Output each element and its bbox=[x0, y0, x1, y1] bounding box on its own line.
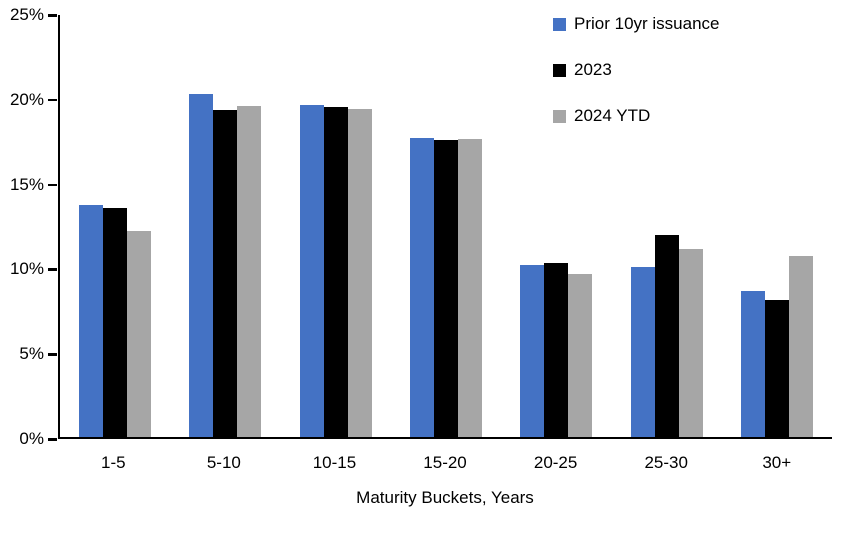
legend: Prior 10yr issuance 2023 2024 YTD bbox=[553, 12, 720, 150]
legend-label: Prior 10yr issuance bbox=[574, 14, 720, 33]
bar bbox=[630, 266, 655, 437]
legend-label: 2023 bbox=[574, 60, 612, 79]
plot-area bbox=[58, 15, 832, 439]
y-axis-tick bbox=[48, 183, 57, 187]
x-axis-tick-label: 5-10 bbox=[206, 453, 241, 472]
bar bbox=[678, 248, 703, 437]
bar bbox=[347, 108, 372, 437]
legend-item: 2023 bbox=[553, 58, 720, 82]
bar bbox=[740, 291, 765, 437]
bar bbox=[323, 107, 348, 437]
y-axis-tick-label: 25% bbox=[9, 5, 44, 24]
bar-group bbox=[611, 15, 721, 437]
y-axis-tick bbox=[48, 438, 57, 441]
bar bbox=[189, 93, 214, 437]
bar bbox=[457, 138, 482, 437]
bar bbox=[409, 137, 434, 437]
bar bbox=[544, 263, 569, 437]
bar bbox=[764, 299, 789, 437]
x-axis-tick-label: 1-5 bbox=[101, 453, 126, 472]
y-axis-tick-label: 10% bbox=[9, 259, 44, 279]
bar bbox=[127, 230, 152, 437]
legend-label: 2024 YTD bbox=[574, 106, 651, 125]
bar bbox=[433, 140, 458, 437]
y-axis-tick bbox=[48, 268, 57, 271]
bar-group bbox=[60, 15, 170, 437]
bar bbox=[568, 274, 593, 437]
bar-group bbox=[722, 15, 832, 437]
y-axis-tick bbox=[48, 98, 57, 102]
x-axis: 1-5 5-10 10-15 15-20 20-25 25-30 30+ bbox=[58, 453, 832, 473]
x-axis-tick-label: 15-20 bbox=[423, 453, 467, 472]
x-axis-tick-label: 25-30 bbox=[644, 453, 688, 472]
bar bbox=[237, 106, 262, 437]
y-axis-tick bbox=[48, 14, 57, 17]
y-axis-tick-label: 20% bbox=[9, 89, 44, 109]
y-axis-tick bbox=[48, 353, 57, 356]
bar bbox=[654, 235, 679, 437]
legend-item: 2024 YTD bbox=[553, 104, 720, 128]
y-axis-tick-label: 15% bbox=[9, 174, 44, 194]
bar bbox=[520, 264, 545, 437]
bar-group bbox=[501, 15, 611, 437]
bar-group bbox=[170, 15, 280, 437]
y-axis-tick-label: 0% bbox=[19, 429, 44, 448]
legend-item: Prior 10yr issuance bbox=[553, 12, 720, 36]
bar bbox=[788, 255, 813, 437]
legend-swatch bbox=[553, 63, 566, 77]
bar-group bbox=[281, 15, 391, 437]
x-axis-tick-label: 30+ bbox=[762, 453, 792, 472]
bar bbox=[299, 104, 324, 437]
x-axis-tick-label: 10-15 bbox=[312, 453, 357, 472]
x-axis-tick-label: 20-25 bbox=[533, 453, 578, 472]
x-axis-title: Maturity Buckets, Years bbox=[356, 488, 534, 507]
bar bbox=[103, 208, 128, 437]
bar-group bbox=[391, 15, 501, 437]
legend-swatch bbox=[553, 17, 566, 31]
bar bbox=[213, 109, 238, 437]
bar bbox=[79, 204, 104, 437]
legend-swatch bbox=[553, 109, 566, 123]
y-axis-tick-label: 5% bbox=[19, 344, 44, 364]
